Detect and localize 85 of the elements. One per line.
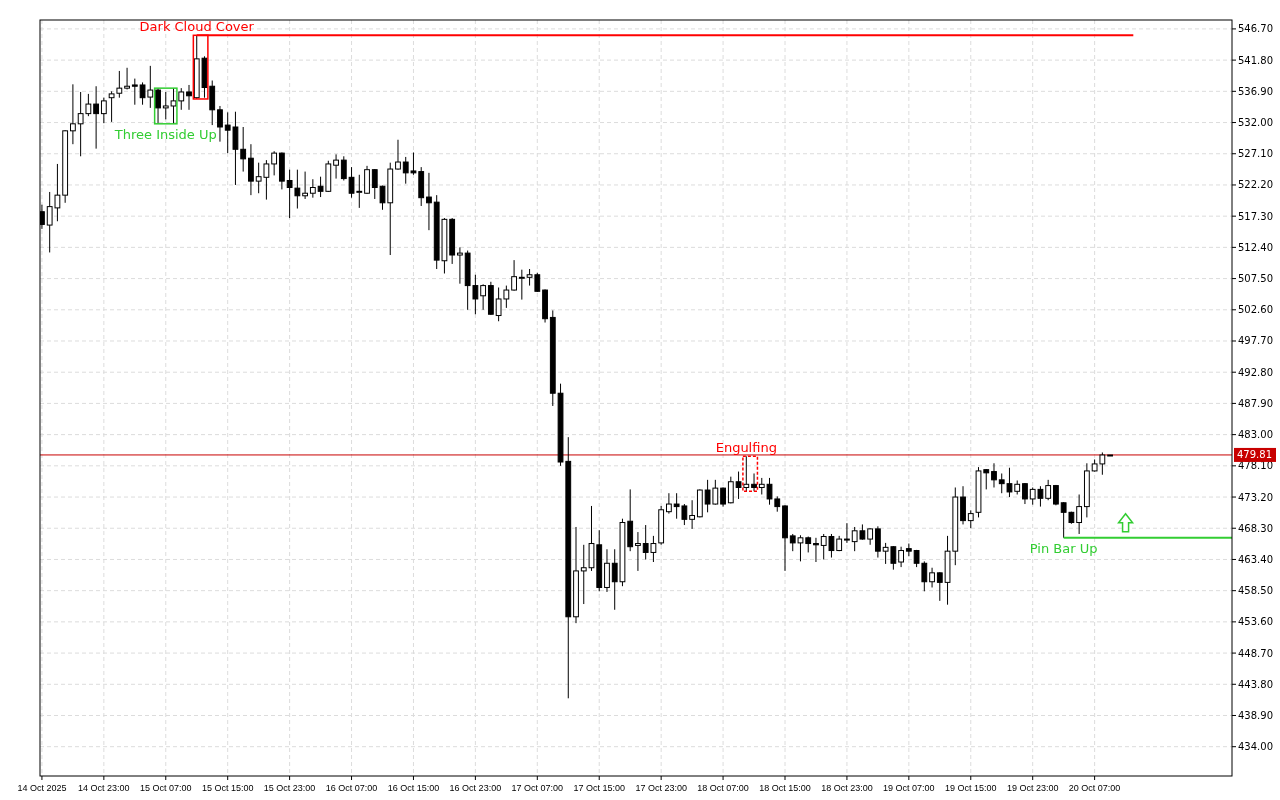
y-tick-label: 478.10	[1238, 460, 1273, 472]
x-tick-label: 18 Oct 07:00	[697, 783, 749, 793]
y-tick-label: 517.30	[1238, 210, 1273, 222]
annotation: Three Inside Up	[113, 126, 217, 142]
candlestick	[333, 153, 339, 180]
x-tick-label: 17 Oct 07:00	[511, 783, 564, 793]
candlestick	[727, 476, 734, 504]
x-tick-label: 20 Oct 07:00	[1068, 783, 1121, 793]
x-tick-label: 19 Oct 23:00	[1006, 783, 1059, 793]
y-tick-label: 492.80	[1238, 366, 1273, 378]
candlestick	[635, 531, 641, 572]
candlestick	[1022, 482, 1028, 505]
y-tick-label: 546.70	[1238, 23, 1273, 35]
x-tick-label: 16 Oct 07:00	[325, 783, 378, 793]
candlestick	[178, 87, 185, 111]
candlestick	[929, 567, 935, 588]
y-tick-label: 463.40	[1238, 553, 1273, 565]
ref-line-label: 479.81	[1237, 449, 1272, 461]
candlestick	[457, 246, 463, 285]
annotation: Dark Cloud Cover	[139, 19, 255, 35]
candlestick	[874, 525, 881, 559]
annotation: Engulfing	[715, 440, 777, 456]
candlestick	[309, 178, 316, 199]
candlestick	[666, 492, 672, 515]
candlestick	[70, 83, 76, 145]
y-tick-label: 453.60	[1238, 616, 1273, 628]
candlestick	[898, 546, 904, 568]
x-tick-label: 14 Oct 2025	[17, 783, 67, 793]
candlestick	[100, 97, 107, 124]
candlestick	[209, 80, 216, 126]
x-tick-label: 19 Oct 15:00	[944, 783, 997, 793]
candlestick	[93, 85, 100, 150]
y-tick-label: 507.50	[1238, 273, 1273, 285]
x-tick-label: 15 Oct 15:00	[201, 783, 254, 793]
y-tick-label: 536.90	[1238, 85, 1273, 97]
y-tick-label: 487.90	[1238, 397, 1273, 409]
candlestick	[364, 165, 370, 195]
y-tick-label: 512.40	[1238, 241, 1273, 253]
x-tick-label: 18 Oct 23:00	[821, 783, 873, 793]
y-tick-label: 448.70	[1238, 647, 1273, 659]
x-tick-label: 15 Oct 07:00	[140, 783, 192, 793]
candlestick	[240, 126, 247, 173]
y-tick-label: 468.30	[1238, 522, 1273, 534]
x-tick-label: 18 Oct 15:00	[759, 783, 811, 793]
candlestick	[186, 84, 192, 111]
candlestick	[689, 499, 696, 530]
candlestick	[302, 171, 308, 200]
candlestick	[1076, 493, 1083, 535]
x-tick-label: 17 Oct 15:00	[573, 783, 626, 793]
x-tick-label: 16 Oct 15:00	[387, 783, 440, 793]
candlestick	[720, 486, 726, 508]
y-tick-label: 502.60	[1238, 304, 1273, 316]
y-tick-label: 483.00	[1238, 429, 1273, 441]
x-tick-label: 17 Oct 23:00	[635, 783, 687, 793]
x-tick-label: 15 Oct 23:00	[263, 783, 316, 793]
candlestick	[991, 462, 997, 488]
candlestick	[960, 485, 966, 525]
y-tick-label: 443.80	[1238, 678, 1273, 690]
candlestick	[844, 522, 850, 544]
y-tick-label: 527.10	[1238, 148, 1273, 160]
y-tick-label: 438.90	[1238, 709, 1273, 721]
candlestick	[248, 143, 254, 196]
candlestick	[518, 269, 525, 301]
candlestick	[395, 139, 401, 171]
candlestick	[480, 283, 487, 311]
y-tick-label: 458.50	[1238, 585, 1273, 597]
candlestick	[131, 78, 138, 106]
candlestick	[511, 259, 517, 292]
y-tick-label: 473.20	[1238, 491, 1273, 503]
y-tick-label: 497.70	[1238, 335, 1273, 347]
x-tick-label: 16 Oct 23:00	[449, 783, 502, 793]
candlestick	[751, 472, 757, 492]
candlestick	[813, 537, 819, 563]
candlestick	[155, 87, 161, 125]
candlestick	[1045, 479, 1052, 501]
y-tick-label: 434.00	[1238, 741, 1273, 753]
x-tick-label: 14 Oct 23:00	[78, 783, 130, 793]
y-tick-label: 541.80	[1238, 54, 1273, 66]
x-tick-label: 19 Oct 07:00	[883, 783, 935, 793]
y-tick-label: 532.00	[1238, 117, 1273, 129]
y-tick-label: 522.20	[1238, 179, 1273, 191]
annotation: Pin Bar Up	[1029, 540, 1098, 556]
candlestick	[271, 150, 278, 176]
candlestick	[426, 172, 432, 231]
candlestick	[217, 105, 223, 143]
